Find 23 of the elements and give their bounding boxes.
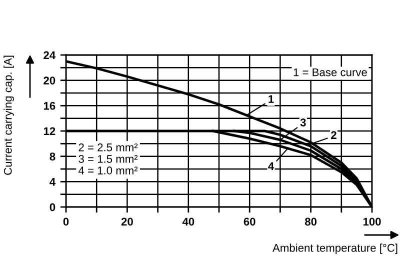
x-tick-label: 20: [121, 218, 133, 226]
x-tick-label: 0: [63, 218, 69, 226]
y-tick-label: 0: [50, 203, 56, 212]
y-tick-label: 16: [44, 102, 56, 110]
annotation: 3 = 1.5 mm²: [78, 154, 138, 163]
y-tick-label: 12: [44, 127, 56, 136]
x-tick-label: 40: [182, 218, 194, 226]
annotation: 4 = 1.0 mm²: [78, 166, 138, 174]
series-label: 1: [268, 95, 274, 103]
y-tick-label: 20: [44, 76, 56, 84]
series-label: 4: [268, 162, 274, 170]
y-tick-label: 8: [50, 152, 56, 160]
legend-label: 2: [331, 131, 336, 139]
x-tick-label: 80: [304, 218, 317, 226]
y-tick-label: 4: [50, 178, 56, 186]
x-tick-label: 60: [244, 218, 256, 226]
x-tick-label: 100: [363, 218, 381, 226]
y-axis-title: Current carrying cap. [A]: [4, 56, 14, 175]
x-axis-title: Ambient temperature [°C]: [272, 244, 398, 254]
annotation: 1 = Base curve: [294, 68, 367, 76]
y-tick-label: 24: [44, 51, 56, 60]
annotation: 2 = 2.5 mm²: [78, 143, 138, 152]
series-label: 3: [300, 118, 306, 126]
